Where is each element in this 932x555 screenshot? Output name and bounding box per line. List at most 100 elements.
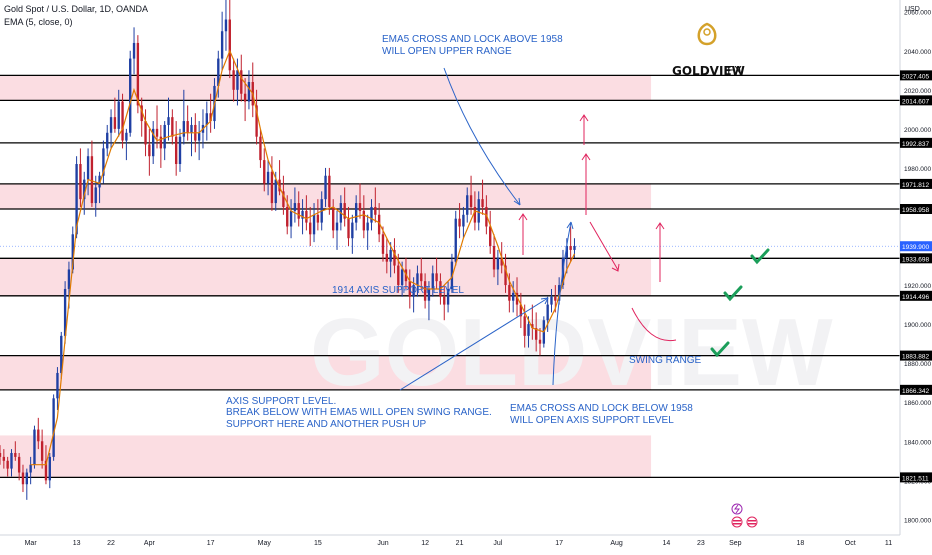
x-tick-label: Apr [144, 540, 156, 547]
candle-body [56, 372, 59, 399]
candle-body [400, 269, 404, 286]
annotation-left-line2: BREAK BELOW WITH EMA5 WILL OPEN SWING RA… [226, 407, 492, 418]
arrow-head-icon [540, 297, 549, 305]
logo-suffix: FX [727, 64, 742, 78]
candle-body [393, 249, 396, 266]
candle-body [83, 179, 86, 200]
candle-body [358, 203, 362, 211]
annotation-left-line1: AXIS SUPPORT LEVEL. [226, 396, 336, 407]
level-label: 1958.958 [902, 207, 929, 214]
time-axis[interactable]: Mar 13 22 Apr 17 May 15 Jun 12 21 Jul 17 Aug 14 23 Sep 1… [0, 534, 900, 547]
logo-name: GOLDVIEW [672, 64, 745, 78]
candle-body [48, 456, 51, 481]
y-tick-label: 1800.000 [904, 517, 931, 524]
candle-body [79, 164, 82, 200]
current-price-label: 1939.900 [902, 244, 929, 251]
x-tick-label: May [258, 540, 272, 547]
y-tick-label: 1840.000 [904, 439, 931, 446]
candle-body [412, 285, 415, 297]
us-flag-icon [746, 516, 758, 528]
candle-body [420, 273, 423, 282]
candle-body [351, 222, 354, 239]
x-tick-label: Mar [25, 540, 38, 547]
candle-body [155, 128, 159, 137]
level-label: 1914.496 [902, 294, 929, 301]
level-label-box [900, 178, 932, 189]
candle-body [485, 206, 488, 227]
candle-body [534, 328, 538, 340]
candle-body [354, 203, 358, 223]
candle-body [224, 19, 228, 32]
check-icon [723, 285, 743, 302]
candle-body [220, 31, 224, 59]
up-arrow-icon [655, 222, 665, 282]
candle-body [205, 113, 208, 125]
y-tick-label: 2060.000 [904, 10, 931, 17]
candle-body [546, 304, 549, 321]
candle-body [259, 136, 262, 161]
candle-body [186, 121, 189, 133]
candle-body [278, 179, 281, 192]
candle-body [132, 42, 136, 59]
level-label: 1992.837 [902, 141, 929, 148]
candle-body [270, 171, 274, 204]
price-axis[interactable]: USD 1800.0001820.0001840.0001860.0001880… [899, 0, 932, 550]
x-tick-label: 11 [885, 540, 892, 547]
candle-body [492, 246, 496, 270]
candle-body [316, 214, 320, 223]
candle-body [557, 285, 561, 301]
annotations-layer: EMA5 CROSS AND LOCK ABOVE 1958 WILL OPEN… [226, 34, 770, 430]
candle-body [228, 19, 231, 71]
chart-header: Gold Spot / U.S. Dollar, 1D, OANDA EMA (… [4, 3, 148, 29]
up-arrow-icon [579, 114, 589, 145]
candle-body [408, 281, 411, 297]
event-markers [731, 503, 758, 528]
candle-body [14, 452, 17, 457]
level-label-box [900, 290, 932, 301]
candle-body [366, 222, 369, 231]
candle-body [527, 324, 530, 336]
arrow-head-icon [513, 197, 521, 206]
candle-body [117, 101, 120, 129]
candle-body [90, 156, 94, 204]
candle-body [255, 105, 258, 137]
y-tick-label: 2020.000 [904, 88, 931, 95]
watermark-text: GOLDVIEW [310, 299, 833, 406]
candle-body [297, 203, 300, 219]
annotation-arrow-top [443, 67, 521, 206]
logo: GOLDVIEW FX [672, 22, 745, 78]
annotation-arrow-left [399, 297, 549, 391]
candle-body [171, 117, 174, 137]
y-tick-label: 1980.000 [904, 166, 931, 173]
candle-body [174, 136, 178, 165]
candle-body [167, 117, 170, 125]
candle-body [554, 296, 557, 301]
candle-body [44, 460, 48, 481]
x-tick-label: 18 [797, 540, 805, 547]
level-label: 1883.882 [902, 354, 929, 361]
candle-body [446, 288, 450, 305]
x-tick-label: 13 [73, 540, 81, 547]
annotation-swing-range: SWING RANGE [629, 355, 702, 366]
candle-body [247, 82, 251, 102]
check-icon [750, 248, 770, 265]
candle-body [148, 144, 151, 157]
level-label-box [900, 70, 932, 81]
candle-body [98, 175, 101, 188]
candle-body [423, 281, 427, 301]
candle-body [550, 296, 553, 305]
annotation-bottom-line2: WILL OPEN AXIS SUPPORT LEVEL [510, 415, 674, 426]
annotation-top-line2: WILL OPEN UPPER RANGE [382, 46, 512, 57]
candle-body [129, 58, 132, 133]
level-label-box [900, 472, 932, 483]
annotation-top-line1: EMA5 CROSS AND LOCK ABOVE 1958 [382, 34, 563, 45]
level-label: 1821.511 [902, 475, 929, 482]
candle-body [312, 214, 316, 235]
candle-body [473, 206, 477, 223]
event-lightning-icon [731, 503, 743, 515]
check-icon [710, 341, 730, 358]
x-tick-label: Jul [493, 540, 502, 547]
candle-body [52, 398, 55, 457]
